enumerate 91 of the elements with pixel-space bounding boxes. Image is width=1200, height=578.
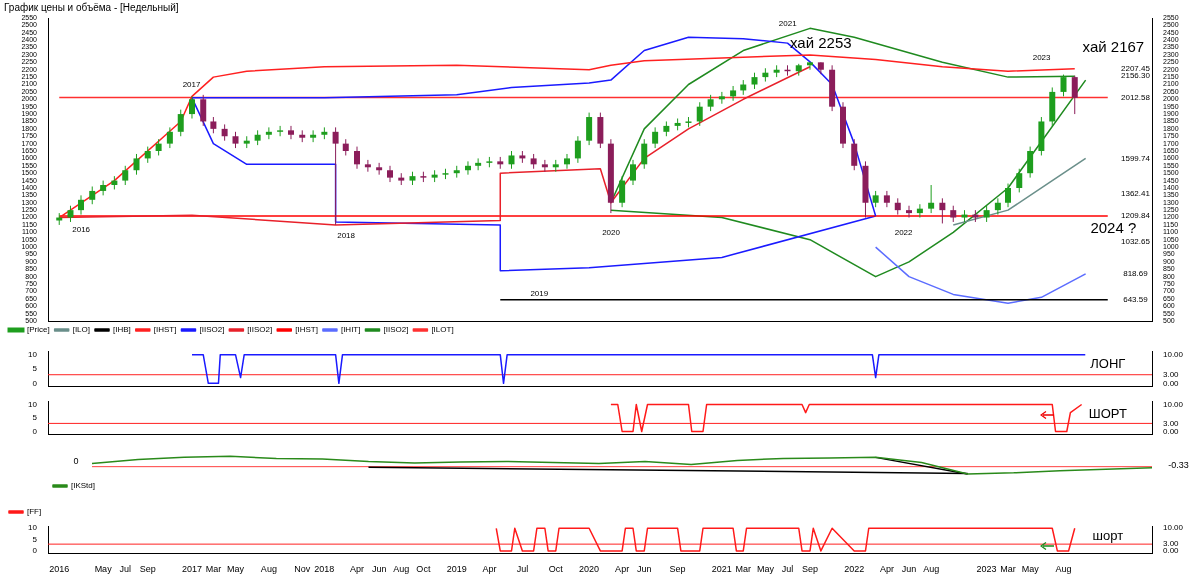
y-tick-label: 10 — [28, 523, 38, 533]
annotation: 2021 — [778, 19, 798, 29]
chart-title: График цены и объёма - [Недельный] — [4, 1, 179, 13]
x-tick-label: May — [227, 564, 245, 575]
x-tick-label: Jun — [901, 564, 917, 575]
legend-label: [IHB] — [113, 325, 131, 335]
annotation: ШОРТ — [1088, 405, 1127, 421]
legend-label: [FF] — [27, 507, 42, 517]
x-tick-label: 2023 — [976, 564, 997, 575]
y-tick-label: 5 — [32, 413, 38, 423]
legend-label: [IHST] — [153, 325, 177, 335]
x-tick-label: Mar — [1000, 564, 1016, 575]
legend-label: [IISO2] — [247, 325, 273, 335]
annotation: 2017 — [182, 80, 201, 90]
x-tick-label: 2022 — [844, 564, 865, 575]
x-tick-label: Jun — [636, 564, 652, 575]
x-tick-label: May — [756, 564, 775, 575]
legend-label: [IHST] — [295, 325, 318, 335]
annotation: хай 2167 — [1082, 38, 1145, 56]
y-tick-label: 5 — [32, 364, 38, 374]
annotation: 818.69 — [1123, 269, 1149, 279]
y-tick-label: 5 — [32, 534, 38, 544]
annotation: 2019 — [530, 288, 549, 298]
x-tick-label: Oct — [548, 564, 564, 575]
y2-tick-label: 10.00 — [1163, 523, 1184, 533]
legend-label: [IHIT] — [340, 325, 361, 335]
annotation: 1599.74 — [1120, 153, 1151, 163]
x-tick-label: Aug — [1055, 564, 1072, 575]
legend-label: [IISO2] — [383, 325, 409, 335]
x-tick-label: Aug — [260, 564, 277, 575]
x-tick-label: Sep — [801, 564, 818, 575]
y-tick-label: 0 — [32, 546, 38, 556]
annotation: хай 2253 — [790, 33, 852, 51]
y-tick-label: 0 — [32, 426, 38, 436]
y2-tick-label: 0.00 — [1163, 378, 1180, 388]
x-tick-label: Apr — [482, 564, 497, 575]
annotation: 2018 — [337, 231, 356, 241]
annotation: 1209.84 — [1120, 211, 1151, 221]
x-tick-label: 2020 — [579, 564, 600, 575]
y2-tick-label: 3.00 — [1163, 418, 1180, 428]
x-tick-label: Mar — [735, 564, 752, 575]
annotation: 2024 ? — [1090, 218, 1137, 236]
legend-label: [ILO] — [72, 325, 91, 335]
x-tick-label: 2018 — [314, 564, 335, 575]
y2-tick-label: 10.00 — [1163, 349, 1184, 359]
x-tick-label: May — [1021, 564, 1040, 575]
annotation: 2156.30 — [1120, 71, 1151, 81]
x-tick-label: 2017 — [181, 564, 202, 575]
y2-tick-label: 3.00 — [1163, 369, 1180, 379]
x-tick-label: 2016 — [49, 564, 70, 575]
x-tick-label: Nov — [294, 564, 311, 575]
annotation: 2022 — [894, 228, 914, 238]
x-tick-label: 2019 — [446, 564, 467, 575]
y2-tick-label: 0.00 — [1163, 546, 1180, 556]
annotation: 2020 — [602, 228, 621, 238]
text: 0 — [73, 455, 79, 466]
y2-tick-label: 3.00 — [1163, 539, 1180, 549]
y-tick-label: 0 — [32, 378, 38, 388]
x-tick-label: Jun — [371, 564, 387, 575]
x-tick-label: Apr — [350, 564, 365, 575]
x-tick-label: Jul — [781, 564, 794, 575]
x-tick-label: Apr — [879, 564, 894, 575]
annotation: 1032.65 — [1120, 237, 1151, 247]
annotation: 2207.45 — [1120, 63, 1151, 73]
x-tick-label: 2021 — [711, 564, 732, 575]
legend-label: [IISO2] — [199, 325, 225, 335]
y2-tick-label: 10.00 — [1163, 399, 1184, 409]
y2-tick-label: 0.00 — [1163, 426, 1180, 436]
x-tick-label: Jul — [516, 564, 529, 575]
x-tick-label: Oct — [416, 564, 431, 575]
y-tick-label: 10 — [28, 399, 38, 409]
annotation: ЛОНГ — [1090, 356, 1126, 372]
x-tick-label: May — [94, 564, 113, 575]
text: -0.33 — [1168, 459, 1189, 470]
annotation: 643.59 — [1123, 294, 1149, 304]
x-tick-label: Aug — [923, 564, 940, 575]
annotation: 1362.41 — [1120, 188, 1151, 198]
x-tick-label: Aug — [393, 564, 410, 575]
annotation: 2023 — [1032, 52, 1052, 62]
legend-label: [Price] — [27, 325, 50, 335]
annotation: шорт — [1092, 527, 1124, 543]
legend-label: [ILOT] — [431, 325, 454, 335]
legend-label: [IKStd] — [71, 481, 96, 491]
x-tick-label: Mar — [205, 564, 222, 575]
x-tick-label: Sep — [139, 564, 156, 575]
annotation: 2012.58 — [1120, 92, 1151, 102]
annotation: 2016 — [72, 225, 91, 235]
y-tick-label: 10 — [28, 349, 38, 359]
x-tick-label: Sep — [669, 564, 686, 575]
x-tick-label: Apr — [615, 564, 630, 575]
x-tick-label: Jul — [119, 564, 132, 575]
